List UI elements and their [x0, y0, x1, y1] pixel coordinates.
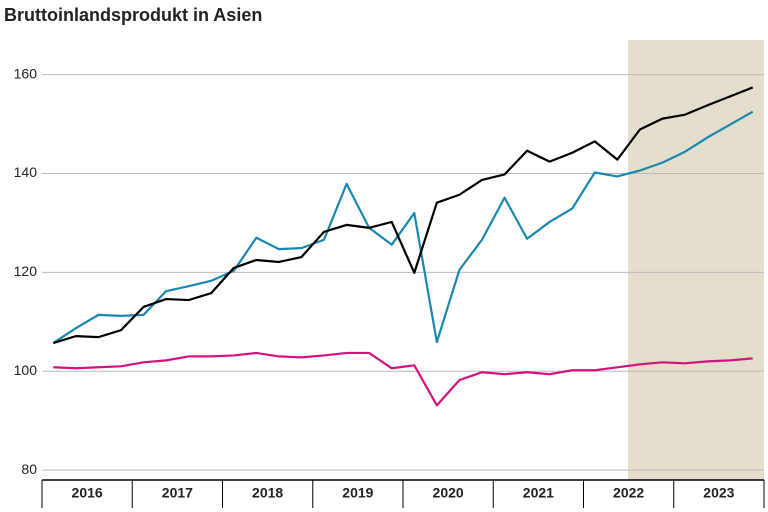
x-tick-label: 2022	[613, 485, 644, 501]
x-tick-label: 2020	[433, 485, 464, 501]
y-tick-label: 100	[14, 362, 38, 378]
y-tick-label: 160	[14, 65, 38, 81]
series-line	[52, 110, 754, 344]
x-tick-label: 2017	[162, 485, 193, 501]
y-tick-label: 80	[21, 461, 37, 477]
x-tick-label: 2016	[72, 485, 103, 501]
series-line	[53, 351, 753, 407]
x-tick-label: 2019	[342, 485, 373, 501]
y-tick-label: 140	[14, 164, 38, 180]
x-tick-label: 2021	[523, 485, 554, 501]
y-tick-label: 120	[14, 263, 38, 279]
forecast-shading	[628, 40, 764, 480]
chart-title: Bruttoinlandsprodukt in Asien	[4, 5, 262, 25]
series-line	[52, 86, 754, 345]
x-tick-label: 2023	[703, 485, 734, 501]
x-tick-label: 2018	[252, 485, 283, 501]
